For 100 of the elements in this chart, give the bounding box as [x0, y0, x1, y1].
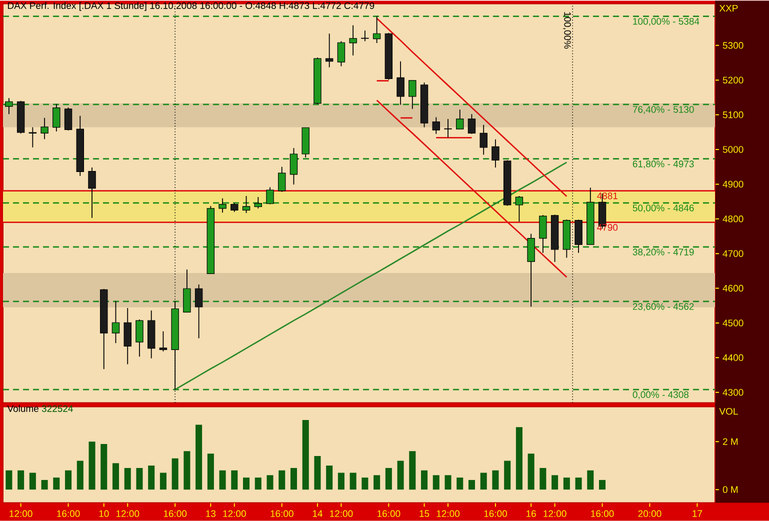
bar: [599, 480, 606, 490]
candlestick: [64, 107, 72, 131]
candlestick: [136, 319, 144, 358]
candlestick: [112, 300, 120, 344]
y-tick-label: 4500: [722, 320, 744, 326]
candlestick: [254, 196, 262, 210]
bar: [444, 475, 452, 490]
x-tick-label: 17: [692, 510, 702, 517]
x-tick-label: 10: [99, 510, 109, 518]
candlestick: [444, 118, 452, 138]
candlestick: [515, 196, 524, 222]
bar: [314, 456, 321, 490]
bar: [516, 427, 522, 490]
candlestick: [396, 61, 404, 106]
x-tick-label: 16:00: [164, 510, 187, 518]
y-tick-label: 5100: [722, 112, 744, 118]
bar: [53, 478, 60, 490]
bar: [76, 460, 84, 490]
x-tick-label: 12:00: [436, 510, 460, 518]
bar: [88, 442, 96, 490]
bar: [290, 468, 297, 490]
candlestick: [52, 104, 60, 132]
bar: [432, 475, 440, 490]
candlestick: [88, 167, 96, 218]
bar: [160, 472, 166, 490]
bar: [362, 478, 368, 490]
candlestick: [242, 196, 250, 214]
chart-title: DAX Perf. Index [.DAX 1 Stunde] 16.10.2008 16:00:00 - O:4848 H:4873 L:4772 C:4779: [8, 2, 374, 11]
y-tick-label: 0 M: [722, 486, 738, 494]
y-tick-label: 4700: [722, 250, 744, 258]
x-tick-label: 16:00: [57, 510, 80, 518]
bar: [456, 478, 464, 490]
bar: [468, 480, 475, 490]
bar: [207, 454, 214, 490]
x-tick-label: 14: [312, 510, 322, 517]
bar: [397, 460, 404, 490]
bar: [480, 472, 487, 490]
candlestick: [266, 186, 274, 205]
candlestick: [361, 30, 369, 42]
x-tick-label: 16: [526, 510, 536, 518]
bar: [528, 454, 534, 490]
bar: [243, 478, 250, 490]
bar: [302, 420, 309, 490]
annotation: 50,00% - 4846: [632, 204, 694, 213]
annotation: 76,40% - 5130: [632, 106, 694, 114]
candlestick: [159, 330, 168, 352]
bar: [254, 478, 262, 490]
candlestick: [408, 80, 416, 110]
bar: [350, 472, 356, 490]
x-tick-label: 12:00: [330, 510, 353, 518]
candlestick: [28, 126, 37, 148]
bar: [563, 478, 570, 490]
annotation: 23,60% - 4562: [632, 303, 694, 312]
y-axis-title: XXP: [719, 5, 738, 12]
bar: [29, 472, 36, 490]
bar: [231, 470, 238, 490]
candlestick: [183, 269, 191, 313]
x-tick-label: 20:00: [638, 510, 662, 518]
y-tick-label: 4300: [722, 389, 744, 396]
candlestick: [492, 139, 500, 168]
x-tick-label: 12:00: [223, 510, 246, 518]
x-tick-label: 12:00: [10, 510, 32, 518]
bar: [112, 463, 120, 490]
bar: [148, 466, 155, 490]
bar: [326, 466, 333, 490]
candlestick: [468, 114, 476, 134]
bar: [374, 475, 380, 490]
candlestick: [432, 116, 440, 134]
y-tick-label: 4900: [722, 180, 744, 188]
candlestick: [372, 16, 381, 44]
annotation: 100,00%: [563, 12, 571, 49]
bar: [136, 468, 143, 490]
candlestick: [456, 109, 464, 130]
y-tick-label: 4600: [722, 285, 744, 292]
bar: [266, 475, 274, 490]
candlestick: [337, 40, 346, 67]
annotation: 61,80% - 4973: [632, 160, 694, 169]
annotation: 100,00% - 5384: [633, 18, 700, 26]
x-tick-label: 16:00: [270, 510, 294, 518]
bar: [421, 470, 428, 490]
candlestick: [230, 202, 238, 213]
x-tick-label: 15: [420, 510, 430, 518]
bar: [196, 424, 202, 490]
x-tick-label: 12:00: [544, 510, 566, 518]
candlestick: [290, 148, 298, 186]
bar: [575, 478, 582, 490]
x-tick-label: 12:00: [116, 510, 140, 518]
chart-subtitle: 322524: [42, 405, 73, 412]
candlestick: [194, 284, 203, 339]
annotation: 0,00% - 4308: [632, 391, 689, 400]
candlestick: [480, 124, 488, 156]
x-tick-label: 16:00: [484, 510, 507, 518]
bar: [184, 451, 190, 490]
candlestick: [40, 118, 48, 140]
x-tick-label: 13: [206, 510, 216, 518]
candlestick: [124, 308, 132, 365]
bar: [540, 468, 546, 490]
bar: [6, 470, 12, 490]
candlestick: [218, 198, 226, 214]
x-tick-label: 16:00: [378, 510, 400, 518]
